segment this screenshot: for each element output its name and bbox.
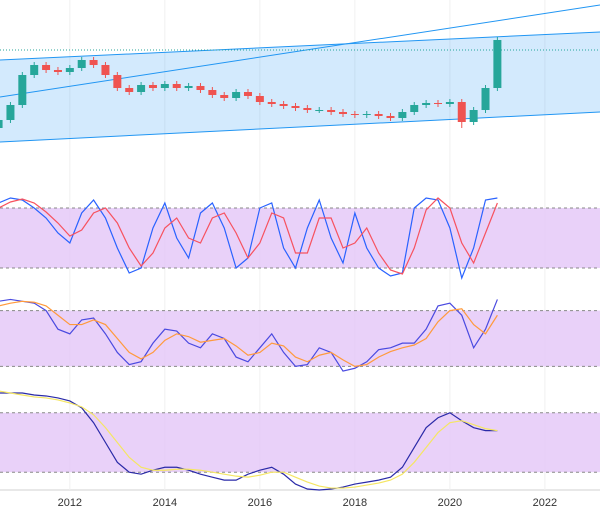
candle-body (493, 40, 502, 88)
candle-body (89, 60, 98, 65)
candle-body (137, 85, 146, 92)
band-fill (0, 310, 600, 367)
x-tick-label: 2012 (58, 497, 82, 509)
candle-body (77, 60, 86, 68)
candle-body (196, 86, 205, 90)
indicator-line (0, 390, 498, 489)
candle-body (338, 112, 347, 114)
candle-body (255, 96, 264, 102)
x-tick-label: 2014 (153, 497, 177, 509)
candle-body (457, 102, 466, 122)
candle-body (386, 116, 395, 118)
candle-body (291, 106, 300, 108)
candle-body (53, 70, 62, 72)
candle-body (125, 88, 134, 92)
candle-body (101, 65, 110, 75)
candle-body (65, 68, 74, 72)
channel-line (0, 111, 600, 143)
candle-body (398, 112, 407, 118)
candle-body (208, 90, 217, 95)
channel-line (0, 31, 600, 61)
candle-body (303, 108, 312, 110)
candle-body (327, 110, 336, 112)
indicator-line (0, 298, 498, 372)
x-tick-label: 2016 (248, 497, 272, 509)
indicator-line (0, 300, 498, 368)
candle-body (0, 120, 3, 128)
candle-body (481, 88, 490, 110)
x-tick-label: 2022 (533, 497, 557, 509)
candle-body (184, 86, 193, 88)
candle-body (469, 110, 478, 122)
candle-body (220, 95, 229, 98)
candle-body (362, 114, 371, 115)
x-tick-label: 2020 (438, 497, 462, 509)
candle-body (113, 75, 122, 88)
candle-body (434, 103, 443, 104)
candle-body (160, 84, 169, 88)
candle-body (6, 105, 15, 120)
x-tick-label: 2018 (343, 497, 367, 509)
candle-body (374, 114, 383, 116)
indicator-line (0, 392, 498, 491)
trendline (0, 4, 600, 98)
channel-fill (0, 32, 600, 142)
candle-body (42, 65, 51, 70)
candle-body (315, 110, 324, 111)
candle-body (267, 102, 276, 104)
candle-body (30, 65, 39, 75)
candle-body (410, 105, 419, 112)
band-fill (0, 412, 600, 473)
candle-body (232, 92, 241, 98)
candle-body (350, 114, 359, 115)
candle-body (243, 92, 252, 96)
candle-body (445, 102, 454, 104)
candle-body (279, 104, 288, 106)
candle-body (18, 75, 27, 105)
indicator-line (0, 197, 498, 275)
candle-body (172, 84, 181, 88)
band-fill (0, 208, 600, 268)
candle-body (422, 103, 431, 105)
candle-body (148, 85, 157, 88)
